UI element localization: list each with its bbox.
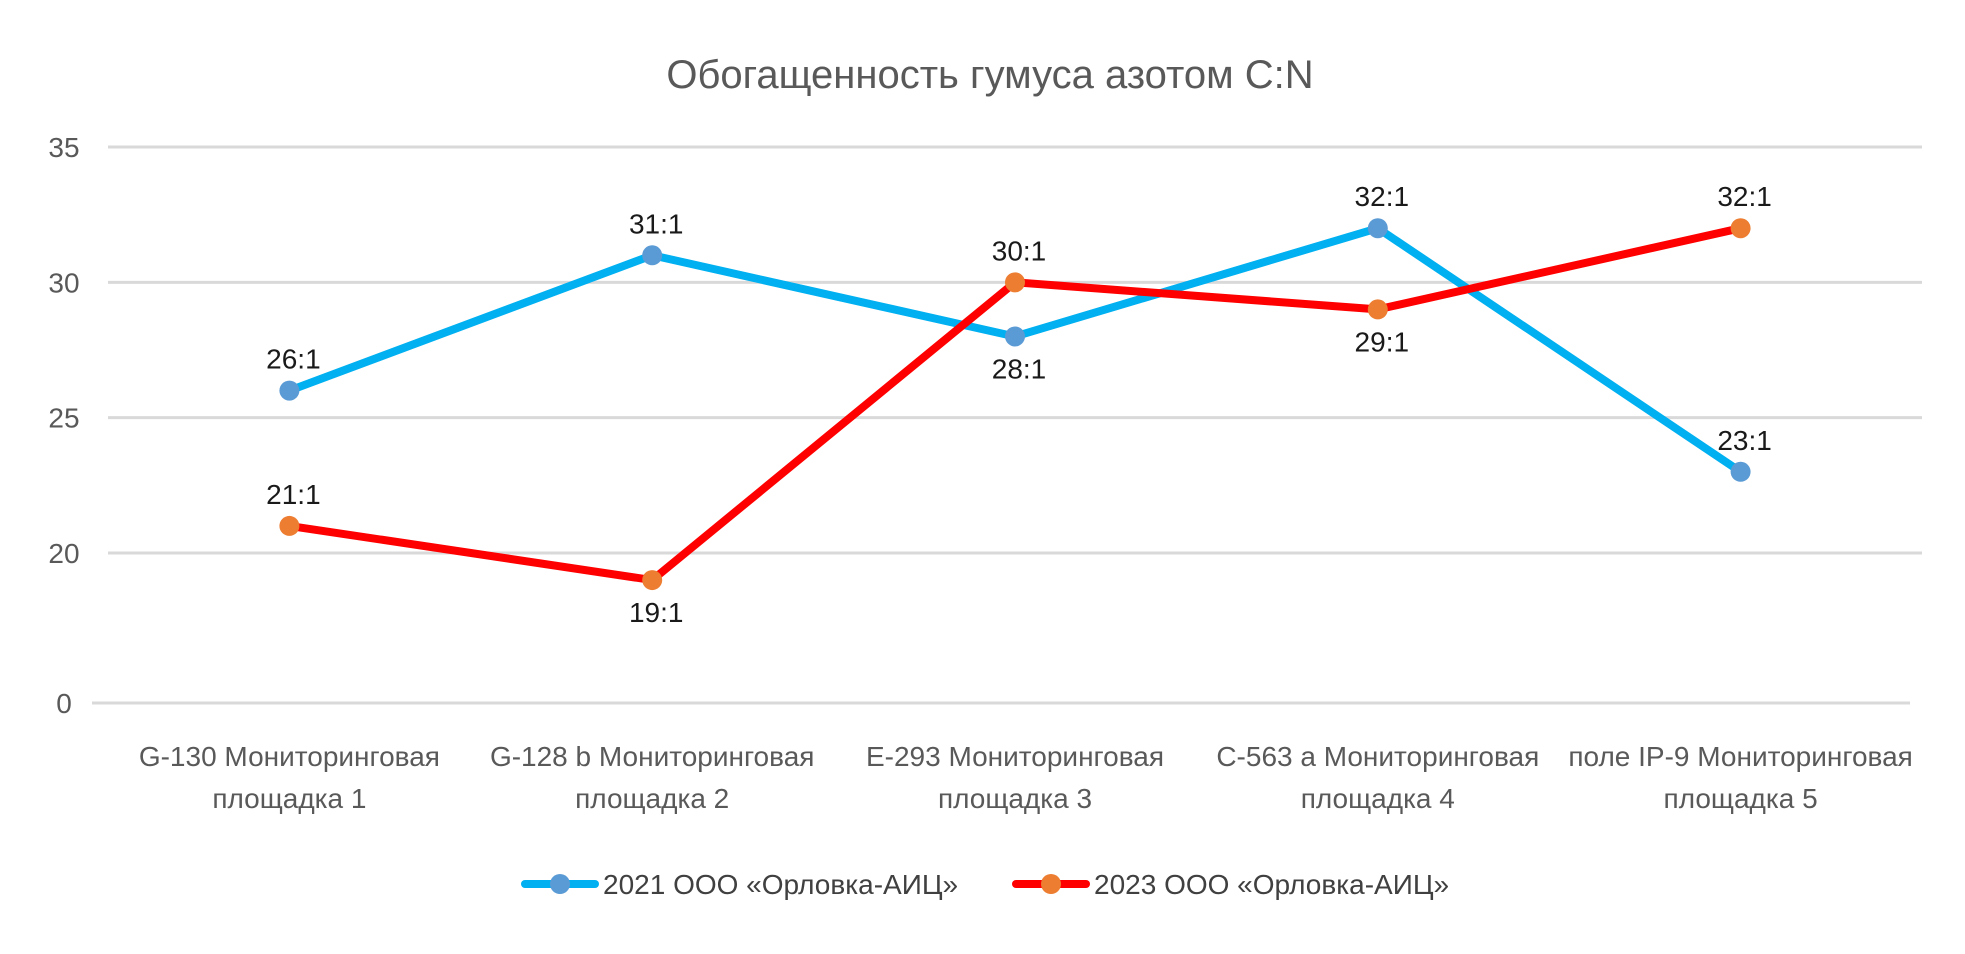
y-tick-label: 35: [48, 132, 79, 163]
data-point: [1005, 326, 1025, 347]
data-labels-layer: 26:1 31:1 28:1 32:1 23:1 21:1 19:1 30:1 29:1 32:1: [266, 181, 1772, 628]
y-tick-label: 0: [56, 688, 72, 719]
data-point: [642, 245, 663, 266]
y-tick-label: 25: [48, 403, 79, 434]
data-point: [1367, 218, 1388, 239]
y-tick-label: 30: [48, 267, 79, 298]
legend-entry-label: 2021 ООО «Орловка-АИЦ»: [603, 869, 958, 900]
x-tick-label: G-130 Мониторинговая площадка 1: [139, 741, 440, 814]
data-point: [1367, 299, 1388, 320]
data-point: [1730, 461, 1751, 482]
legend: 2021 ООО «Орловка-АИЦ» 2023 ООО «Орловка-…: [521, 869, 1449, 900]
chart-title: Обогащенность гумуса азотом C:N: [666, 53, 1313, 97]
data-label: 26:1: [266, 344, 321, 375]
x-tick-label: E-293 Мониторинговая площадка 3: [866, 741, 1164, 814]
data-point: [279, 380, 300, 401]
gridlines: [92, 145, 1922, 705]
x-tick-label: C-563 a Мониторинговая площадка 4: [1216, 741, 1539, 814]
legend-marker-swatch: [550, 874, 570, 894]
data-label: 32:1: [1717, 181, 1772, 212]
x-tick-label: поле IP-9 Мониторинговая площадка 5: [1568, 741, 1912, 814]
data-label: 31:1: [629, 208, 684, 239]
legend-entry-label: 2023 ООО «Орловка-АИЦ»: [1094, 869, 1449, 900]
data-point: [1005, 272, 1025, 293]
y-tick-label: 20: [48, 538, 79, 569]
legend-marker-swatch: [1041, 874, 1061, 894]
data-label: 19:1: [629, 597, 684, 628]
data-label: 23:1: [1717, 425, 1772, 456]
data-label: 28:1: [992, 353, 1047, 384]
data-label: 29:1: [1355, 326, 1410, 357]
data-label: 21:1: [266, 479, 321, 510]
x-axis-tick-labels: G-130 Мониторинговая площадка 1 G-128 b Мо…: [139, 741, 1913, 814]
data-point: [1730, 218, 1751, 239]
y-axis-tick-labels: 0 20 25 30 35: [48, 132, 79, 719]
series-layer: [279, 218, 1751, 591]
data-point: [279, 515, 300, 536]
data-label: 32:1: [1355, 181, 1410, 212]
data-point: [642, 570, 663, 591]
x-tick-label: G-128 b Мониторинговая площадка 2: [490, 741, 815, 814]
data-label: 30:1: [992, 235, 1047, 266]
